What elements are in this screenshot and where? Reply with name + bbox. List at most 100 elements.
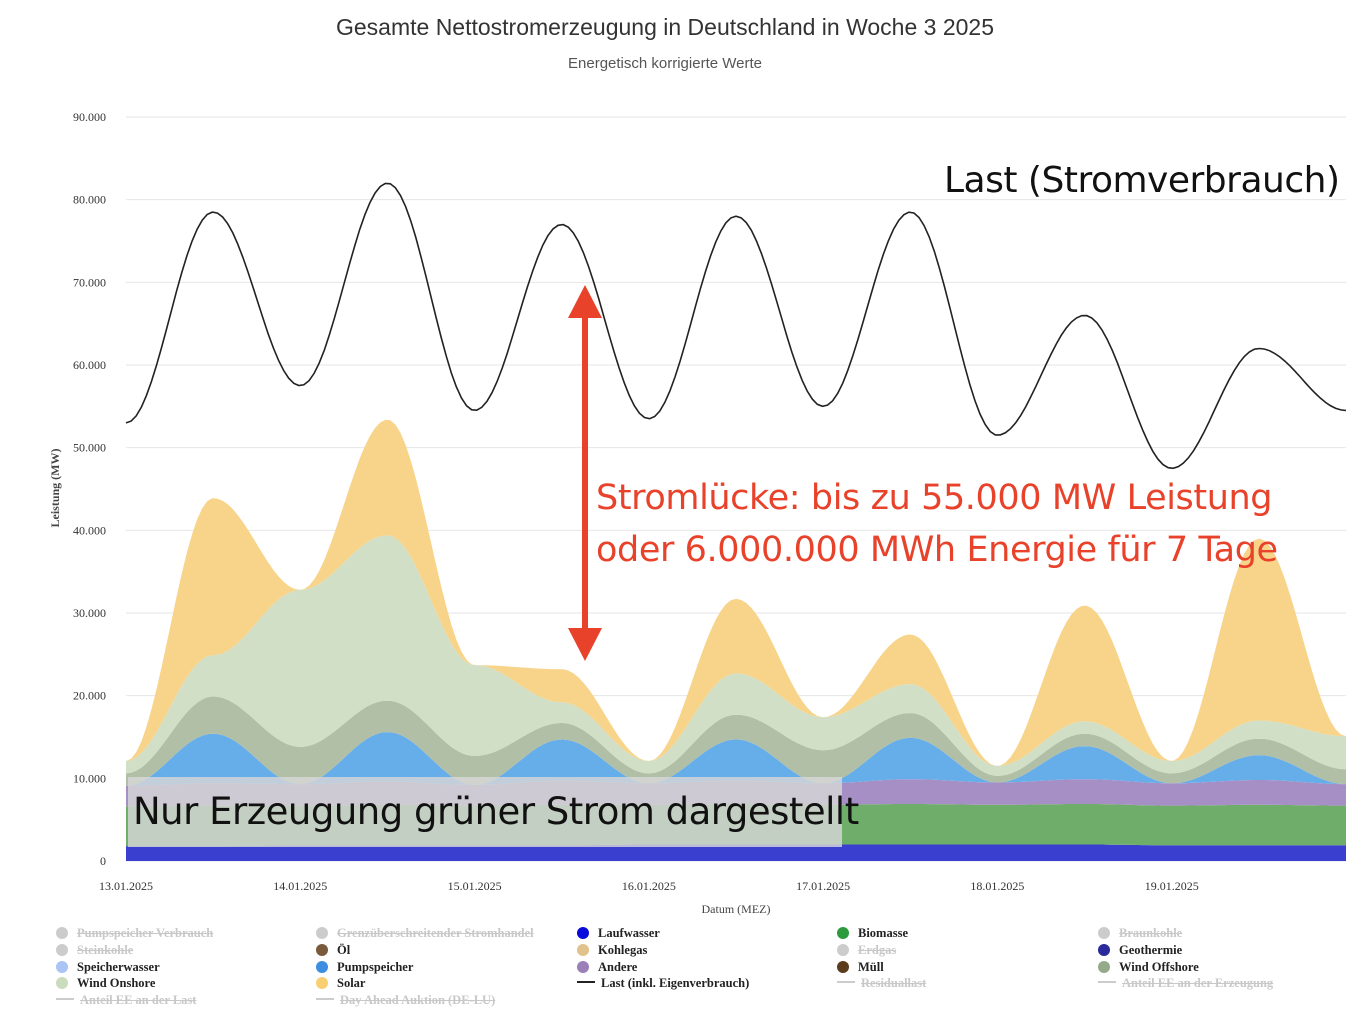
legend-label: Day Ahead Auktion (DE-LU) xyxy=(340,993,496,1008)
legend-label: Geothermie xyxy=(1119,942,1183,957)
legend-label: Erdgas xyxy=(858,942,897,957)
legend-label: Öl xyxy=(337,942,351,957)
legend-item-erdgas[interactable]: Erdgas xyxy=(837,943,896,960)
legend-label: Kohlegas xyxy=(598,942,648,957)
legend-item-laufwasser[interactable]: Laufwasser xyxy=(577,926,660,943)
y-tick-label: 80.000 xyxy=(73,193,106,207)
legend-item-kohlegas[interactable]: Kohlegas xyxy=(577,943,647,960)
load-line-layer xyxy=(125,182,1347,470)
gap-arrow-head-bottom xyxy=(568,628,602,661)
y-tick-label: 70.000 xyxy=(73,275,106,289)
legend-label: Wind Onshore xyxy=(77,976,156,991)
legend-label: Pumpspeicher xyxy=(337,959,414,974)
legend-dot-icon xyxy=(577,927,589,939)
legend-label: Andere xyxy=(598,959,638,974)
area-series-solar xyxy=(126,419,1346,766)
legend-item-pumpspeicher[interactable]: Pumpspeicher xyxy=(316,960,413,977)
legend-label: Speicherwasser xyxy=(77,959,160,974)
green-only-box xyxy=(128,777,842,847)
y-tick-label: 30.000 xyxy=(73,606,106,620)
legend-item-braunkohle[interactable]: Braunkohle xyxy=(1098,926,1182,943)
legend-item-anteil-ee-an-der-last[interactable]: Anteil EE an der Last xyxy=(56,993,196,1010)
legend-item-andere[interactable]: Andere xyxy=(577,960,637,977)
legend-line-icon xyxy=(316,998,334,1001)
legend-dot-icon xyxy=(577,943,589,956)
legend-dot-icon xyxy=(56,943,68,956)
legend-dot-icon xyxy=(56,977,68,990)
y-tick-label: 0 xyxy=(100,854,106,868)
legend-item-geothermie[interactable]: Geothermie xyxy=(1098,943,1182,960)
legend-dot-icon xyxy=(837,927,849,939)
legend-line-icon xyxy=(1098,981,1116,984)
legend-label: Steinkohle xyxy=(77,942,134,957)
legend-label: Residuallast xyxy=(861,976,927,991)
y-tick-label: 40.000 xyxy=(73,523,106,537)
legend-label: Laufwasser xyxy=(598,926,660,940)
legend-item-solar[interactable]: Solar xyxy=(316,976,365,993)
legend-item-wind-onshore[interactable]: Wind Onshore xyxy=(56,976,155,993)
x-tick-label: 14.01.2025 xyxy=(273,879,327,893)
legend-label: Solar xyxy=(337,976,366,991)
chart-subtitle: Energetisch korrigierte Werte xyxy=(568,55,762,72)
gap-annotation-line-2: oder 6.000.000 MWh Energie für 7 Tage xyxy=(596,530,1278,570)
y-tick-label: 60.000 xyxy=(73,358,106,372)
y-tick-label: 10.000 xyxy=(73,771,106,785)
legend-label: Last (inkl. Eigenverbrauch) xyxy=(601,976,750,991)
x-tick-label: 13.01.2025 xyxy=(99,879,153,893)
chart-legend: Pumpspeicher Verbrauch Grenzüberschreiten… xyxy=(56,926,1346,1026)
legend-dot-icon xyxy=(837,960,849,973)
legend-item-last-inkl-eigenverbrauch-[interactable]: Last (inkl. Eigenverbrauch) xyxy=(577,976,749,993)
x-tick-label: 16.01.2025 xyxy=(622,879,676,893)
legend-item-residuallast[interactable]: Residuallast xyxy=(837,976,926,993)
x-tick-label: 15.01.2025 xyxy=(448,879,502,893)
legend-label: Anteil EE an der Erzeugung xyxy=(1122,976,1274,991)
area-series-laufwasser xyxy=(126,844,1346,861)
x-tick-label: 19.01.2025 xyxy=(1145,879,1199,893)
gap-arrow xyxy=(568,285,602,661)
legend-item-steinkohle[interactable]: Steinkohle xyxy=(56,943,133,960)
legend-label: Müll xyxy=(858,959,884,974)
legend-dot-icon xyxy=(56,960,68,973)
legend-item-pumpspeicher-verbrauch[interactable]: Pumpspeicher Verbrauch xyxy=(56,926,213,943)
area-series-wind-offshore xyxy=(126,696,1346,786)
legend-item-wind-offshore[interactable]: Wind Offshore xyxy=(1098,960,1199,977)
area-series-wind-onshore xyxy=(126,535,1346,776)
y-tick-label: 20.000 xyxy=(73,689,106,703)
y-tick-label: 90.000 xyxy=(73,110,106,124)
area-series-pumpspeicher xyxy=(126,732,1346,786)
legend-line-icon xyxy=(56,998,74,1001)
legend-dot-icon xyxy=(1098,943,1110,956)
legend-line-icon xyxy=(837,981,855,984)
legend-label: Wind Offshore xyxy=(1119,959,1199,974)
legend-dot-icon xyxy=(316,960,328,973)
legend-dot-icon xyxy=(1098,960,1110,973)
legend-dot-icon xyxy=(316,943,328,956)
green-only-annotation: Nur Erzeugung grüner Strom dargestellt xyxy=(133,790,859,833)
legend-dot-icon xyxy=(837,943,849,956)
x-axis-title: Datum (MEZ) xyxy=(702,902,771,916)
y-tick-label: 50.000 xyxy=(73,441,106,455)
legend-item-anteil-ee-an-der-erzeugung[interactable]: Anteil EE an der Erzeugung xyxy=(1098,976,1273,993)
legend-item-speicherwasser[interactable]: Speicherwasser xyxy=(56,960,160,977)
y-axis-title: Leistung (MW) xyxy=(48,449,62,528)
axis-ticks: 0 10.000 20.000 30.000 40.000 50.000 60.000 70.… xyxy=(73,110,1199,893)
legend-line-icon xyxy=(577,981,595,984)
gap-annotation-line-1: Stromlücke: bis zu 55.000 MW Leistung xyxy=(596,478,1273,518)
legend-dot-icon xyxy=(316,977,328,990)
legend-item-grenz-berschreitender-stromhandel[interactable]: Grenzüberschreitender Stromhandel xyxy=(316,926,534,943)
legend-label: Anteil EE an der Last xyxy=(80,993,197,1008)
chart-title: Gesamte Nettostromerzeugung in Deutschla… xyxy=(335,14,994,40)
x-tick-label: 17.01.2025 xyxy=(796,879,850,893)
legend-dot-icon xyxy=(316,927,328,939)
legend-label: Braunkohle xyxy=(1119,926,1183,940)
x-tick-label: 18.01.2025 xyxy=(970,879,1024,893)
legend-item-m-ll[interactable]: Müll xyxy=(837,960,884,977)
legend-item-biomasse[interactable]: Biomasse xyxy=(837,926,908,943)
load-annotation: Last (Stromverbrauch) xyxy=(944,160,1340,201)
legend-label: Grenzüberschreitender Stromhandel xyxy=(337,926,534,940)
gap-annotation: Stromlücke: bis zu 55.000 MW Leistung od… xyxy=(596,472,1278,576)
legend-item--l[interactable]: Öl xyxy=(316,943,350,960)
legend-item-day-ahead-auktion-de-lu-[interactable]: Day Ahead Auktion (DE-LU) xyxy=(316,993,495,1010)
legend-dot-icon xyxy=(56,927,68,939)
legend-dot-icon xyxy=(577,960,589,973)
